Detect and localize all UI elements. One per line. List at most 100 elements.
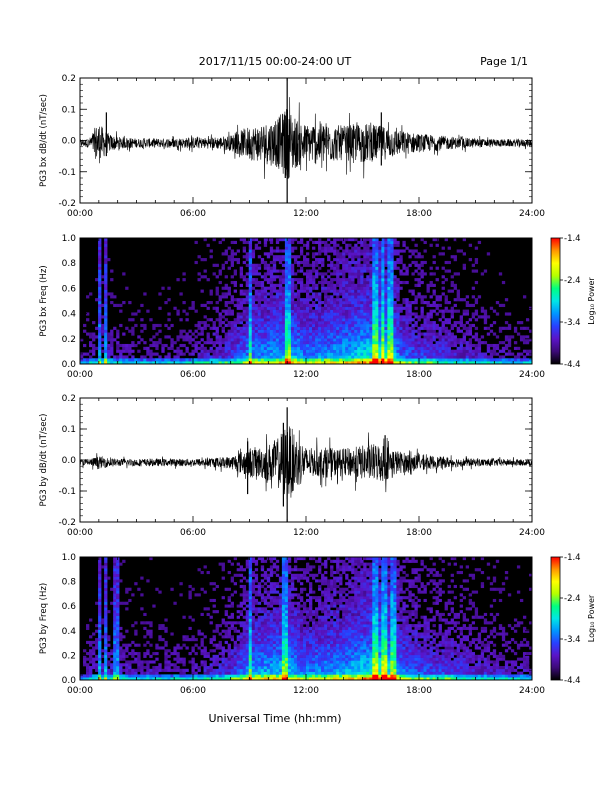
spectrogram-cell — [432, 255, 436, 259]
spectrogram-cell — [119, 654, 123, 658]
spectrogram-cell — [197, 629, 201, 633]
spectrogram-cell — [104, 568, 108, 572]
spectrogram-cell — [290, 298, 295, 302]
spectrogram-cell — [260, 573, 265, 577]
spectrogram-cell — [348, 263, 352, 267]
spectrogram-cell — [179, 582, 183, 586]
spectrogram-cell — [498, 341, 503, 345]
spectrogram-cell — [98, 315, 102, 319]
spectrogram-cell — [224, 341, 228, 345]
spectrogram-cell — [263, 295, 268, 299]
spectrogram-cell — [450, 289, 454, 293]
spectrogram-cell — [188, 652, 192, 656]
spectrogram-cell — [462, 266, 466, 270]
spectrogram-cell — [318, 361, 322, 365]
spectrogram-cell — [351, 341, 355, 345]
spectrogram-cell — [312, 283, 316, 287]
spectrogram-cell — [293, 332, 298, 336]
spectrogram-cell — [92, 646, 96, 650]
spectrogram-cell — [363, 252, 367, 256]
spectrogram-cell — [360, 280, 364, 285]
spectrogram-cell — [92, 649, 96, 653]
spectrogram-cell — [107, 292, 111, 296]
spectrogram-cell — [345, 355, 349, 359]
spectrogram-cell — [408, 249, 412, 253]
spectrogram-cell — [224, 346, 228, 350]
spectrogram-cell — [507, 335, 512, 339]
spectrogram-cell — [98, 677, 102, 681]
spectrogram-cell — [378, 358, 382, 362]
spectrogram-cell — [290, 246, 295, 250]
spectrogram-cell — [257, 610, 262, 614]
spectrogram-cell — [348, 343, 352, 348]
spectrogram-cell — [447, 309, 451, 313]
spectrogram-cell — [447, 358, 451, 362]
spectrogram-cell — [525, 358, 530, 362]
spectrogram-cell — [119, 652, 123, 656]
spectrogram-cell — [257, 335, 262, 339]
spectrogram-cell — [375, 280, 379, 285]
spectrogram-cell — [248, 671, 253, 675]
spectrogram-cell — [411, 338, 415, 342]
spectrogram-cell — [230, 604, 234, 608]
spectrogram-cell — [158, 358, 162, 362]
spectrogram-cell — [89, 343, 93, 348]
spectrogram-cell — [299, 301, 304, 305]
spectrogram-cell — [269, 332, 274, 336]
spectrogram-cell — [227, 246, 231, 250]
spectrogram-cell — [302, 260, 307, 265]
spectrogram-cell — [293, 346, 298, 350]
spectrogram-cell — [360, 355, 364, 359]
spectrogram-cell — [345, 309, 349, 313]
spectrogram-cell — [239, 266, 244, 270]
spectrogram-cell — [417, 338, 421, 342]
spectrogram-cell — [254, 349, 259, 353]
spectrogram-cell — [284, 252, 289, 256]
spectrogram-cell — [104, 272, 108, 276]
spectrogram-cell — [315, 298, 319, 302]
spectrogram-cell — [327, 323, 331, 328]
spectrogram-cell — [212, 582, 216, 586]
spectrogram-cell — [251, 329, 256, 333]
spectrogram-cell — [336, 349, 340, 353]
spectrogram-cell — [390, 323, 394, 328]
spectrogram-cell — [104, 323, 108, 328]
spectrogram-cell — [242, 576, 247, 580]
spectrogram-cell — [387, 329, 391, 333]
spectrogram-cell — [215, 660, 219, 664]
spectrogram-cell — [284, 266, 289, 270]
spectrogram-cell — [230, 638, 234, 642]
spectrogram-cell — [263, 298, 268, 302]
spectrogram-cell — [336, 263, 340, 267]
spectrogram-cell — [197, 321, 201, 325]
spectrogram-cell — [176, 338, 180, 342]
spectrogram-cell — [396, 315, 400, 319]
spectrogram-cell — [239, 604, 244, 608]
spectrogram-cell — [387, 346, 391, 350]
spectrogram-cell — [384, 286, 388, 290]
spectrogram-cell — [468, 346, 473, 350]
spectrogram-cell — [312, 260, 316, 265]
spectrogram-cell — [318, 343, 322, 348]
spectrogram-cell — [468, 343, 473, 348]
spectrogram-cell — [95, 326, 99, 330]
spectrogram-cell — [137, 677, 141, 681]
spectrogram-cell — [236, 573, 240, 577]
spectrogram-cell — [293, 329, 298, 333]
spectrogram-cell — [269, 663, 274, 667]
spectrogram-cell — [384, 292, 388, 296]
spectrogram-cell — [122, 635, 126, 639]
spectrogram-cell — [233, 646, 237, 650]
spectrogram-cell — [200, 275, 204, 279]
spectrogram-cell — [272, 260, 277, 265]
spectrogram-cell — [167, 660, 171, 664]
spectrogram-cell — [98, 621, 102, 625]
spectrogram-cell — [248, 315, 253, 319]
spectrogram-cell — [348, 338, 352, 342]
spectrogram-cell — [333, 249, 337, 253]
spectrogram-cell — [441, 292, 445, 296]
spectrogram-cell — [441, 329, 445, 333]
spectrogram-cell — [257, 280, 262, 285]
spectrogram-cell — [254, 295, 259, 299]
spectrogram-cell — [269, 671, 274, 675]
